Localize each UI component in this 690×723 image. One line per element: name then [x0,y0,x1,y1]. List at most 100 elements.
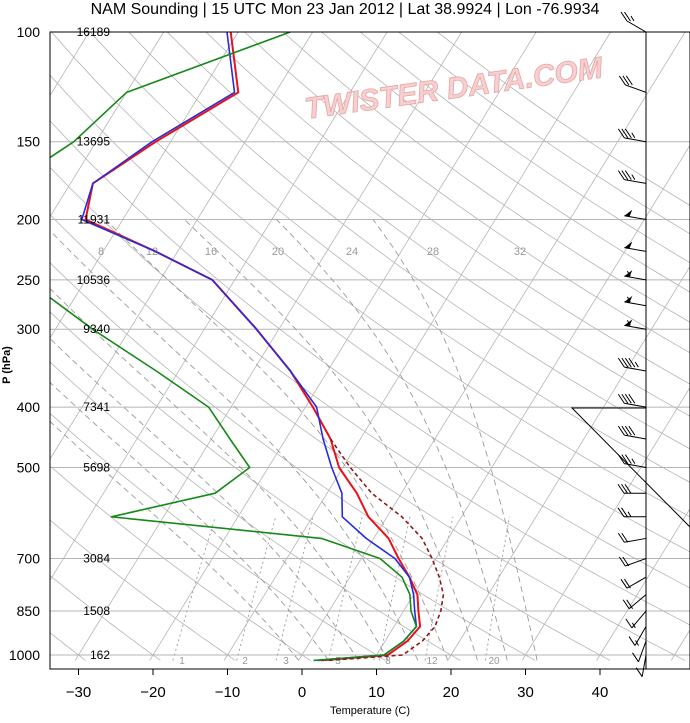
series-layer [0,32,443,660]
wind-barb-feather [618,171,624,180]
wind-barb-feather [622,394,628,403]
dry-adiabat [0,32,310,660]
wind-barb-feather [625,394,631,403]
dry-adiabat [437,32,690,660]
pressure-tick-label: 700 [17,550,41,566]
height-label: 162 [90,648,110,662]
wind-barb-feather [621,12,627,21]
temperature-line [86,32,421,660]
wind-barb-half-feather [631,16,634,21]
wind-barb-feather [618,426,624,435]
wind-barb [626,611,646,628]
isotherm-line [373,32,690,660]
height-label: 5698 [83,460,110,474]
wind-barb [621,12,646,32]
wind-barb [618,171,646,184]
mixing-ratio-label: 1 [179,656,185,667]
wind-barb [629,626,646,645]
isotherm-line [299,32,685,660]
wind-barb-feather [622,426,628,435]
wind-barb [624,210,646,220]
wind-barb-shaft [642,655,646,677]
x-tick-label: 40 [592,684,609,701]
moist-adiabat-label: 8 [98,246,104,258]
mixing-ratio-label: 20 [488,656,500,667]
isotherm-line [150,32,536,660]
wind-barb [618,394,646,407]
wind-barb-feather [632,653,638,662]
twister-data-watermark: TWISTER DATA.COM [303,51,606,126]
dry-adiabat [0,32,535,660]
wind-barb [618,129,646,142]
isotherm-line [0,32,89,660]
isotherm-line [448,32,690,660]
wind-barb-shaft [627,21,646,32]
wind-barb-flag [624,210,632,217]
dry-adiabat [0,32,690,660]
wind-barb-feather [629,394,635,403]
wind-barb-feather [625,426,631,435]
x-tick-label: 0 [298,684,306,701]
isotherm-line [0,32,313,660]
wind-barb-feather [621,579,627,588]
wind-barb-feather [624,12,630,21]
wind-barb [618,484,646,493]
x-tick-label: 30 [517,684,534,701]
moist-adiabat [0,220,358,661]
wind-barb [623,595,646,609]
pressure-tick-label: 150 [17,134,41,150]
height-label: 1508 [83,604,110,618]
wind-barb [624,296,646,306]
wind-barb-feather [622,484,628,493]
wind-barb [624,270,646,280]
wind-barb-shaft [624,138,646,142]
dry-adiabat [0,32,610,660]
mixing-ratio-label: 8 [385,656,391,667]
wind-barb-feather [622,171,628,180]
wind-barb-feather [625,171,631,180]
x-tick-label: 10 [368,684,385,701]
wind-barb-feather [622,508,628,517]
moist-adiabat-label: 20 [272,246,284,258]
pressure-tick-label: 250 [17,272,41,288]
moist-adiabat [0,220,299,661]
wind-barb-feather [618,484,624,493]
wind-barb-half-feather [628,512,631,517]
wind-barb-feather [623,76,629,85]
wind-barb [636,655,646,677]
wind-barb [618,508,646,517]
wind-barb-shaft [625,85,646,93]
wind-barb-feather [625,129,631,138]
wind-barb-shaft [624,367,646,371]
moist-adiabat-label: 32 [514,246,526,258]
watermark-text: TWISTER DATA.COM [303,51,606,126]
height-label: 9340 [83,322,110,336]
wind-barb [619,76,646,93]
pressure-tick-label: 100 [17,24,41,40]
isotherm-line [1,32,387,660]
x-tick-label: −20 [140,684,165,701]
wind-barb [618,533,646,542]
isotherm-line [522,32,690,660]
mixing-ratio-line [276,517,313,661]
wind-barb-shaft [624,403,646,407]
isotherm-line [671,32,690,660]
wind-barb-feather [629,358,635,367]
isotherm-line [597,32,690,660]
dry-adiabat [0,32,690,660]
wind-barb-feather [623,600,629,609]
wind-barb-feather [618,394,624,403]
pressure-tick-label: 850 [17,603,41,619]
dry-adiabat [283,32,690,660]
pressure-tick-label: 1000 [9,647,40,663]
moist-adiabat [0,220,329,661]
wind-barb-flag [624,242,632,249]
wind-barb-feather [618,358,624,367]
dry-adiabat [13,32,690,660]
height-label: 16189 [77,25,111,39]
pressure-tick-label: 500 [17,459,41,475]
mixing-ratio-label: 12 [426,656,438,667]
mixing-ratio-label: 2 [242,656,248,667]
